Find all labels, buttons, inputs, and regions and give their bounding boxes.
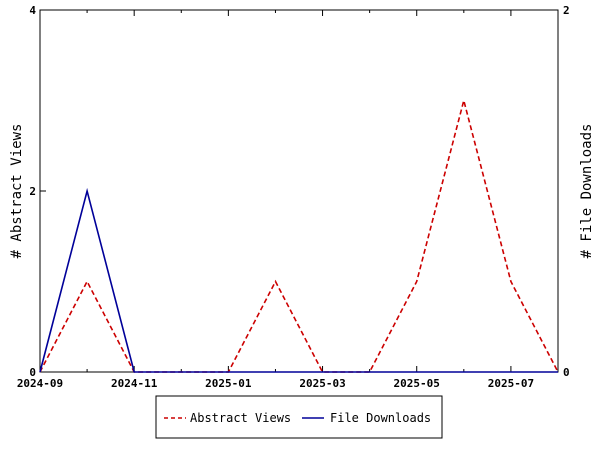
x-axis-labels: 2024-09 2024-11 2025-01 2025-03 2025-05 2025-… xyxy=(17,377,534,390)
x-tick-label-2025-07: 2025-07 xyxy=(488,377,534,390)
x-tick-label-2024-09: 2024-09 xyxy=(17,377,63,390)
left-y-tick-label-2: 2 xyxy=(29,185,36,198)
plot-area xyxy=(39,9,559,373)
left-y-axis-title: # Abstract Views xyxy=(9,124,25,259)
left-y-tick-label-0: 0 xyxy=(29,366,36,379)
right-y-axis-title: # File Downloads xyxy=(579,124,595,259)
series-line-file-downloads xyxy=(39,187,558,373)
series-line-abstract-views xyxy=(39,97,559,373)
right-y-tick-label-2: 2 xyxy=(563,4,570,17)
left-y-axis: 0 2 4 xyxy=(29,4,46,379)
series-group xyxy=(39,97,559,373)
legend-label-abstract-views: Abstract Views xyxy=(190,411,291,425)
legend-box xyxy=(155,395,443,439)
x-tick-label-2025-03: 2025-03 xyxy=(299,377,345,390)
legend-label-file-downloads: File Downloads xyxy=(330,411,431,425)
x-tick-label-2025-01: 2025-01 xyxy=(205,377,252,390)
right-y-tick-label-0: 0 xyxy=(563,366,570,379)
left-y-tick-label-4: 4 xyxy=(29,4,36,17)
x-tick-label-2024-11: 2024-11 xyxy=(111,377,158,390)
legend: Abstract Views File Downloads xyxy=(155,395,443,439)
x-tick-label-2025-05: 2025-05 xyxy=(394,377,440,390)
